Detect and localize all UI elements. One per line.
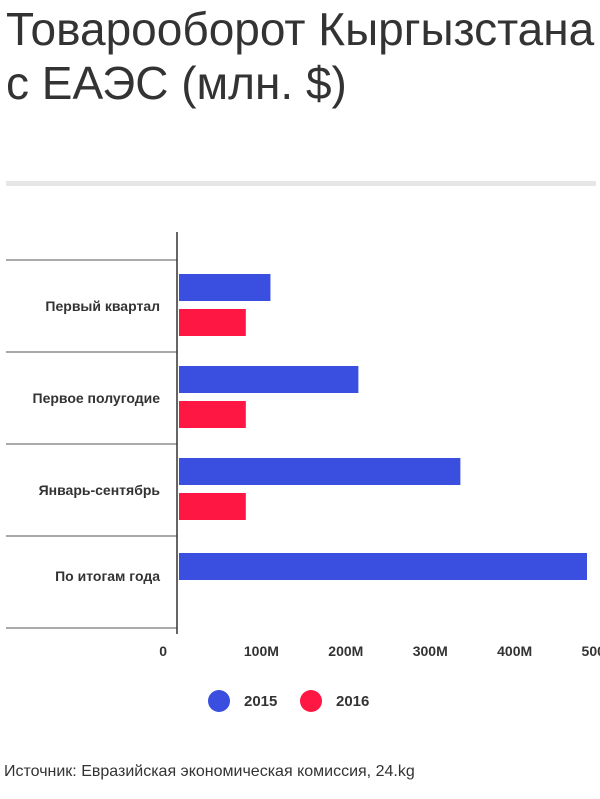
x-tick-label: 500M <box>582 643 600 659</box>
x-tick-label: 100M <box>244 643 279 659</box>
bar-chart: Первый квартал Первое полугодие Январь-сен… <box>6 232 600 659</box>
x-tick-label: 300M <box>413 643 448 659</box>
source-note: Источник: Евразийская экономическая коми… <box>4 763 415 780</box>
bar-2015-4 <box>179 553 587 580</box>
legend-label: 2015 <box>244 692 278 710</box>
chart-title: Товарооборот Кыргызстана с ЕАЭС (млн. $) <box>6 3 595 109</box>
category-label: По итогам года <box>55 568 160 584</box>
category-label: Январь-сентябрь <box>39 482 161 498</box>
bar-2015-1 <box>179 274 271 301</box>
bar-2015-3 <box>179 458 461 485</box>
legend-swatch <box>208 690 230 712</box>
bar-2016-1 <box>179 309 246 336</box>
x-tick-label: 0 <box>159 643 167 659</box>
bar-2016-3 <box>179 493 246 520</box>
legend-swatch <box>300 690 322 712</box>
title-divider <box>6 181 596 186</box>
x-tick-label: 400M <box>497 643 532 659</box>
legend-label: 2016 <box>336 692 370 710</box>
category-label: Первое полугодие <box>33 390 161 406</box>
category-label: Первый квартал <box>45 298 160 314</box>
bar-2016-2 <box>179 401 246 428</box>
x-tick-label: 200M <box>328 643 363 659</box>
bar-2015-2 <box>179 366 359 393</box>
legend-item-2016: 2016 <box>300 690 369 712</box>
legend-item-2015: 2015 <box>208 690 277 712</box>
legend: 2015 2016 <box>0 690 600 720</box>
